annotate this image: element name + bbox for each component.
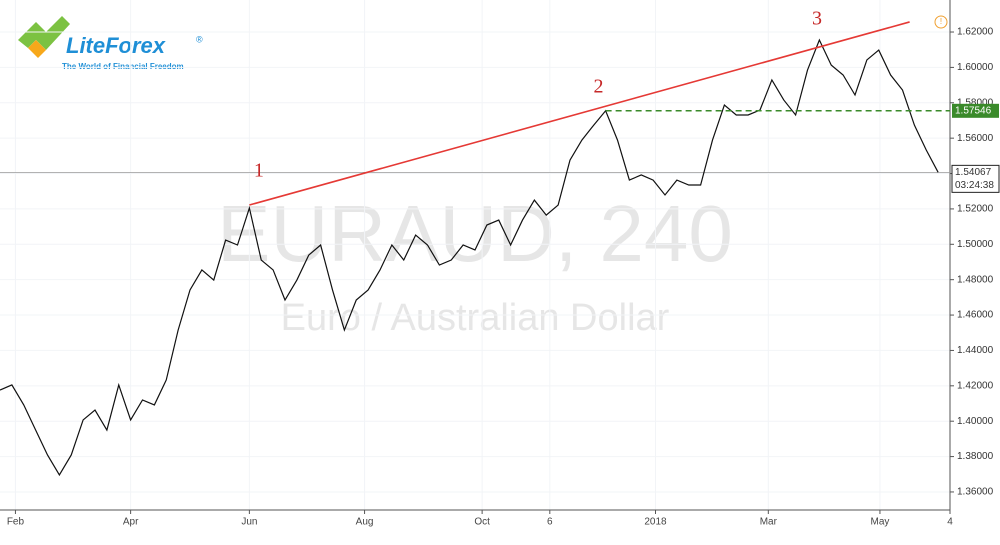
logo: LiteForex ® The World of Financial Freed…: [18, 16, 203, 71]
x-tick-label: Jun: [241, 517, 257, 528]
x-tick-label: Apr: [123, 517, 139, 528]
x-tick-label: 4: [947, 517, 953, 528]
y-tick-label: 1.42000: [957, 380, 994, 391]
y-tick-label: 1.38000: [957, 451, 994, 462]
alert-icon[interactable]: [934, 15, 948, 29]
level-label: 1.57546: [955, 105, 992, 116]
logo-icon: [18, 16, 70, 50]
x-tick-label: May: [870, 517, 889, 528]
x-tick-label: 6: [547, 517, 553, 528]
y-tick-label: 1.40000: [957, 416, 994, 427]
wave-label: 2: [594, 76, 604, 98]
level-badge: [952, 103, 999, 118]
brand-mark: ®: [196, 34, 203, 44]
y-tick-label: 1.58000: [957, 97, 994, 108]
y-tick-label: 1.56000: [957, 133, 994, 144]
y-tick-label: 1.60000: [957, 62, 994, 73]
brand-tagline: The World of Financial Freedom: [62, 62, 184, 71]
watermark-subtitle: Euro / Australian Dollar: [281, 297, 670, 339]
x-tick-label: Aug: [356, 517, 374, 528]
y-tick-label: 1.50000: [957, 239, 994, 250]
wave-label: 1: [254, 160, 264, 182]
y-tick-label: 1.44000: [957, 345, 994, 356]
y-tick-label: 1.62000: [957, 27, 994, 38]
y-tick-label: 1.46000: [957, 310, 994, 321]
price-line: [0, 38, 939, 477]
alert-icon-mark: !: [940, 17, 942, 26]
y-tick-label: 1.52000: [957, 204, 994, 215]
x-tick-label: Oct: [474, 517, 490, 528]
y-tick-label: 1.48000: [957, 274, 994, 285]
x-tick-label: Mar: [760, 517, 778, 528]
x-tick-label: 2018: [644, 517, 667, 528]
x-tick-label: Feb: [7, 517, 25, 528]
wave-label: 3: [812, 8, 822, 30]
trendline: [249, 21, 910, 206]
last-price-label: 1.54067: [955, 167, 992, 178]
watermark: EURAUD, 240: [217, 189, 733, 278]
last-price-badge: [951, 164, 1000, 193]
logo-icon: [28, 40, 46, 58]
brand: LiteForex: [66, 33, 166, 58]
countdown: 03:24:38: [955, 180, 994, 191]
y-tick-label: 1.36000: [957, 487, 994, 498]
